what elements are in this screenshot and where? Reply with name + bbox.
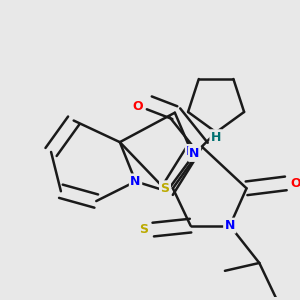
- Text: O: O: [290, 177, 300, 190]
- Text: N: N: [130, 175, 141, 188]
- Text: H: H: [211, 131, 221, 144]
- Text: N: N: [189, 147, 200, 161]
- Text: N: N: [225, 219, 235, 232]
- Text: O: O: [132, 100, 143, 113]
- Text: S: S: [160, 182, 169, 195]
- Text: N: N: [186, 146, 197, 158]
- Text: S: S: [139, 223, 148, 236]
